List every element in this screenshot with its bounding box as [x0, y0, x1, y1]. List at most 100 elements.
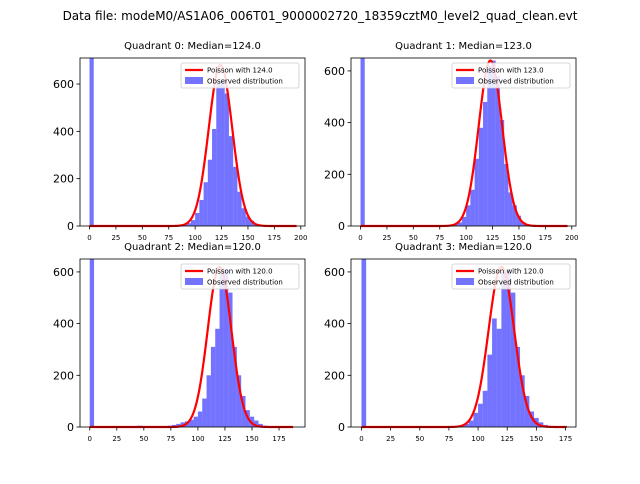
x-tick-label: 150 [241, 234, 254, 242]
x-tick-label: 175 [268, 234, 281, 242]
legend-label-poisson: Poisson with 123.0 [478, 67, 544, 75]
y-tick-label: 200 [324, 168, 345, 181]
poisson-curve [361, 267, 566, 427]
subplot-title: Quadrant 1: Median=123.0 [395, 41, 532, 52]
y-tick-label: 200 [53, 173, 74, 186]
legend-label-observed: Observed distribution [478, 78, 554, 86]
x-tick-label: 125 [218, 435, 231, 443]
legend-label-observed: Observed distribution [207, 279, 283, 287]
x-tick-label: 50 [415, 435, 424, 443]
legend-label-observed: Observed distribution [478, 279, 554, 287]
histogram-bar [202, 399, 206, 427]
subplot-title: Quadrant 2: Median=120.0 [124, 242, 261, 253]
histogram-bar [475, 159, 479, 226]
subplot-quadrant-2: Quadrant 2: Median=120.0 0 25 50 75 100 125 150… [53, 242, 305, 443]
x-tick-label: 200 [565, 234, 578, 242]
histogram-bar [220, 272, 224, 427]
histogram-bar [487, 66, 491, 226]
subplot-title: Quadrant 0: Median=124.0 [124, 41, 261, 52]
legend-label-poisson: Poisson with 120.0 [478, 268, 544, 276]
legend-label-poisson: Poisson with 120.0 [207, 268, 273, 276]
y-tick-label: 200 [324, 369, 345, 382]
histogram-bar [211, 347, 215, 427]
x-tick-label: 25 [382, 234, 391, 242]
histogram-bar [212, 129, 216, 226]
x-tick-label: 75 [166, 435, 175, 443]
x-tick-label: 150 [245, 435, 258, 443]
y-tick-label: 600 [324, 266, 345, 279]
histogram-bar [90, 58, 94, 226]
histogram-bar [470, 190, 474, 226]
histogram-bar [199, 200, 203, 226]
histogram-bar [208, 160, 212, 226]
x-tick-label: 50 [139, 435, 148, 443]
x-tick-label: 200 [294, 234, 307, 242]
histogram-bar [479, 128, 483, 226]
subplot-title: Quadrant 3: Median=120.0 [395, 242, 532, 253]
y-tick-label: 0 [338, 220, 345, 233]
histogram-bar [473, 413, 478, 427]
x-tick-label: 25 [112, 435, 121, 443]
y-tick-label: 400 [53, 125, 74, 138]
legend-patch-marker [185, 278, 203, 285]
histogram-bar [216, 82, 220, 226]
histogram-bar [361, 58, 365, 226]
x-tick-label: 100 [191, 435, 204, 443]
x-tick-label: 100 [188, 234, 201, 242]
legend-patch-marker [456, 77, 474, 84]
y-tick-label: 400 [324, 318, 345, 331]
legend-label-poisson: Poisson with 124.0 [207, 67, 273, 75]
x-tick-label: 75 [435, 234, 444, 242]
y-tick-label: 200 [53, 369, 74, 382]
histogram-bar [483, 391, 488, 427]
histogram-bar [483, 102, 487, 226]
x-tick-label: 175 [272, 435, 285, 443]
y-tick-label: 400 [324, 117, 345, 130]
x-tick-label: 50 [409, 234, 418, 242]
histogram-bar [220, 79, 224, 226]
x-tick-label: 125 [215, 234, 228, 242]
legend-patch-marker [185, 77, 203, 84]
subplot-quadrant-1: Quadrant 1: Median=123.0 0 25 50 75 100 125 150… [324, 41, 578, 242]
poisson-curve [90, 65, 297, 226]
histogram-bar [207, 375, 211, 427]
histogram-bar [229, 136, 233, 226]
x-tick-label: 150 [512, 234, 525, 242]
x-tick-label: 100 [459, 234, 472, 242]
histogram-bar [237, 192, 241, 226]
y-tick-label: 600 [53, 266, 74, 279]
x-tick-label: 50 [138, 234, 147, 242]
histogram-bar [492, 318, 497, 427]
x-tick-label: 25 [386, 435, 395, 443]
x-tick-label: 150 [530, 435, 543, 443]
x-tick-label: 125 [501, 435, 514, 443]
y-tick-label: 600 [53, 78, 74, 91]
x-tick-label: 25 [111, 234, 120, 242]
y-tick-label: 0 [67, 220, 74, 233]
histogram-bar [195, 213, 199, 226]
histogram-bar [194, 417, 198, 427]
legend: Poisson with 123.0 Observed distribution [452, 63, 570, 88]
histogram-bar [487, 355, 492, 427]
x-tick-label: 0 [87, 234, 91, 242]
x-tick-label: 125 [486, 234, 499, 242]
histogram-bar [90, 259, 94, 427]
histogram-bar [198, 411, 202, 427]
histogram-bar [225, 93, 229, 226]
histogram-bar [204, 182, 208, 226]
y-tick-label: 400 [53, 318, 74, 331]
histogram-bar [361, 259, 366, 427]
legend: Poisson with 120.0 Observed distribution [181, 264, 299, 289]
x-tick-label: 175 [539, 234, 552, 242]
x-tick-label: 175 [559, 435, 572, 443]
x-tick-label: 0 [88, 435, 92, 443]
y-tick-label: 0 [67, 421, 74, 434]
histogram-bar [497, 329, 502, 427]
y-tick-label: 0 [338, 421, 345, 434]
legend-patch-marker [456, 278, 474, 285]
poisson-curve [90, 267, 293, 427]
